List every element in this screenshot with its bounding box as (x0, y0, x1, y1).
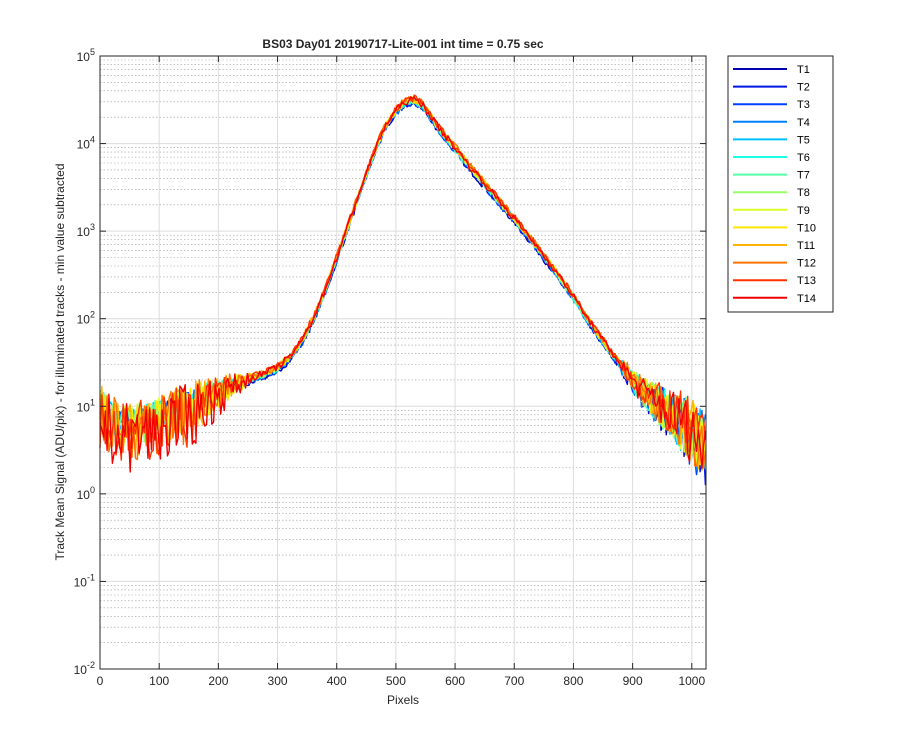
y-ticks: 10-2 10-1 100 101 102 103 104 105 (74, 47, 706, 677)
x-axis-label: Pixels (387, 693, 419, 707)
x-tick-label: 1000 (678, 674, 705, 688)
x-ticks: 0 100 200 300 400 500 600 700 800 900 1000 (97, 56, 705, 688)
y-tick-label: 103 (77, 222, 95, 239)
legend-label: T11 (797, 240, 815, 252)
legend-box (727, 55, 834, 313)
y-tick-label: 10-1 (74, 572, 95, 589)
x-tick-label: 500 (386, 674, 406, 688)
x-tick-label: 900 (623, 674, 643, 688)
legend-label: T9 (797, 205, 810, 217)
x-tick-label: 0 (97, 674, 104, 688)
series-line-t11 (99, 95, 707, 472)
x-tick-label: 400 (327, 674, 347, 688)
y-tick-label: 10-2 (74, 660, 95, 677)
x-tick-label: 700 (504, 674, 524, 688)
y-tick-label: 101 (77, 397, 95, 414)
series-lines (99, 94, 707, 486)
x-tick-label: 300 (268, 674, 288, 688)
legend-label: T8 (797, 187, 810, 199)
y-tick-label: 105 (77, 47, 95, 64)
legend-label: T3 (797, 99, 810, 111)
x-tick-label: 200 (208, 674, 228, 688)
grid (99, 55, 706, 670)
x-tick-label: 800 (563, 674, 583, 688)
legend-label: T12 (797, 258, 816, 270)
plot-area: 0 100 200 300 400 500 600 700 800 900 1000 10-210-… (74, 47, 707, 688)
legend-label: T14 (797, 293, 816, 305)
legend: T1 T2 T3 T4 T5 T6 T7 T8 T9 T10 T11 T12 T13 T14 (727, 55, 834, 313)
legend-label: T7 (797, 170, 810, 182)
y-tick-label: 100 (77, 485, 95, 502)
y-tick-label: 104 (77, 135, 95, 152)
legend-label: T4 (797, 117, 810, 129)
x-tick-label: 600 (445, 674, 465, 688)
legend-label: T13 (797, 275, 816, 287)
legend-label: T6 (797, 152, 810, 164)
y-axis-label: Track Mean Signal (ADU/pix) - for illumi… (53, 163, 67, 560)
axes-background (100, 56, 706, 669)
legend-label: T2 (797, 82, 810, 94)
x-tick-label: 100 (149, 674, 169, 688)
series-line-t14 (99, 96, 707, 473)
chart-title: BS03 Day01 20190717-Lite-001 int time = … (262, 37, 544, 51)
legend-label: T1 (797, 64, 810, 76)
y-tick-label: 102 (77, 310, 95, 327)
legend-label: T10 (797, 222, 816, 234)
axes-box (99, 55, 707, 670)
legend-label: T5 (797, 134, 810, 146)
